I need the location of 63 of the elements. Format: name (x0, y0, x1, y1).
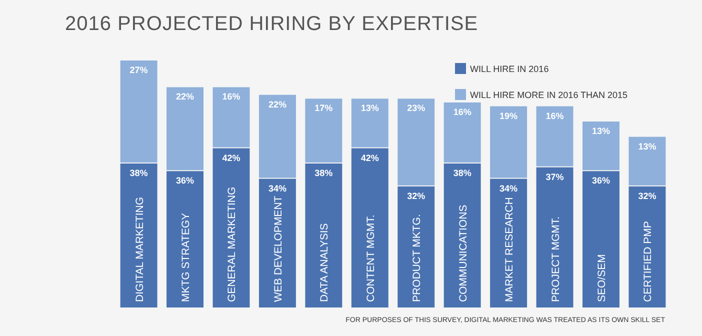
data-label: 16% (222, 92, 240, 102)
data-label: 19% (500, 110, 518, 121)
x-tick-label: COMMUNICATIONS (457, 204, 470, 302)
bar (398, 98, 435, 186)
data-label: 13% (638, 141, 656, 152)
bar (351, 98, 388, 148)
x-tick-label: DATA ANALYSIS (318, 223, 331, 302)
data-label: 37% (546, 172, 564, 182)
data-label: 36% (592, 176, 610, 186)
data-label: 38% (130, 168, 148, 178)
data-label: 34% (500, 183, 518, 194)
data-label: 38% (453, 168, 472, 178)
bar (536, 106, 574, 166)
x-tick-label: SEO/SEM (596, 254, 608, 302)
bar (582, 171, 620, 308)
data-label: 17% (314, 103, 333, 114)
bar (258, 178, 296, 308)
data-label: 27% (130, 65, 148, 75)
data-label: 42% (360, 152, 379, 163)
bar (305, 164, 342, 308)
data-label: 32% (407, 190, 426, 201)
x-tick-label: CERTIFIED PMP (642, 221, 654, 302)
data-label: 34% (268, 183, 286, 194)
bar (628, 136, 666, 186)
data-label: 23% (407, 103, 426, 114)
bar (628, 186, 666, 308)
bar (490, 106, 528, 178)
bar (305, 98, 342, 163)
bar (212, 87, 250, 148)
data-label: 22% (268, 99, 286, 110)
x-tick-label: CONTENT MGMT. (364, 214, 377, 302)
bar (490, 178, 528, 308)
bar (258, 94, 296, 178)
chart-title: 2016 PROJECTED HIRING BY EXPERTISE (65, 13, 478, 35)
bar (120, 164, 158, 308)
bar (351, 148, 388, 308)
bar (582, 122, 620, 170)
x-tick-label: DIGITAL MARKETING (134, 196, 146, 302)
x-tick-label: PRODUCT MKTG. (411, 214, 424, 302)
bar (444, 102, 481, 163)
bar (166, 171, 204, 308)
data-label: 13% (360, 103, 379, 114)
bar (398, 186, 435, 308)
bar (166, 87, 204, 170)
data-label: 13% (592, 126, 610, 136)
data-label: 42% (222, 152, 240, 163)
bar (120, 60, 158, 163)
bar (536, 167, 574, 308)
x-tick-label: MARKET RESEARCH (504, 197, 516, 302)
data-label: 32% (638, 190, 656, 201)
legend-label: WILL HIRE MORE IN 2016 THAN 2015 (470, 90, 628, 100)
data-label: 22% (176, 92, 194, 102)
data-label: 16% (453, 106, 472, 117)
x-tick-label: MKTG STRATEGY (180, 212, 192, 302)
data-label: 38% (314, 168, 333, 178)
bar (444, 164, 481, 308)
data-label: 36% (176, 176, 194, 186)
legend-label: WILL HIRE IN 2016 (470, 64, 549, 74)
x-tick-label: WEB DEVELOPMENT (272, 195, 284, 302)
data-label: 16% (546, 110, 564, 121)
x-tick-label: GENERAL MARKETING (226, 186, 238, 302)
x-tick-label: PROJECT MGMT. (550, 216, 562, 302)
bar (212, 148, 250, 308)
